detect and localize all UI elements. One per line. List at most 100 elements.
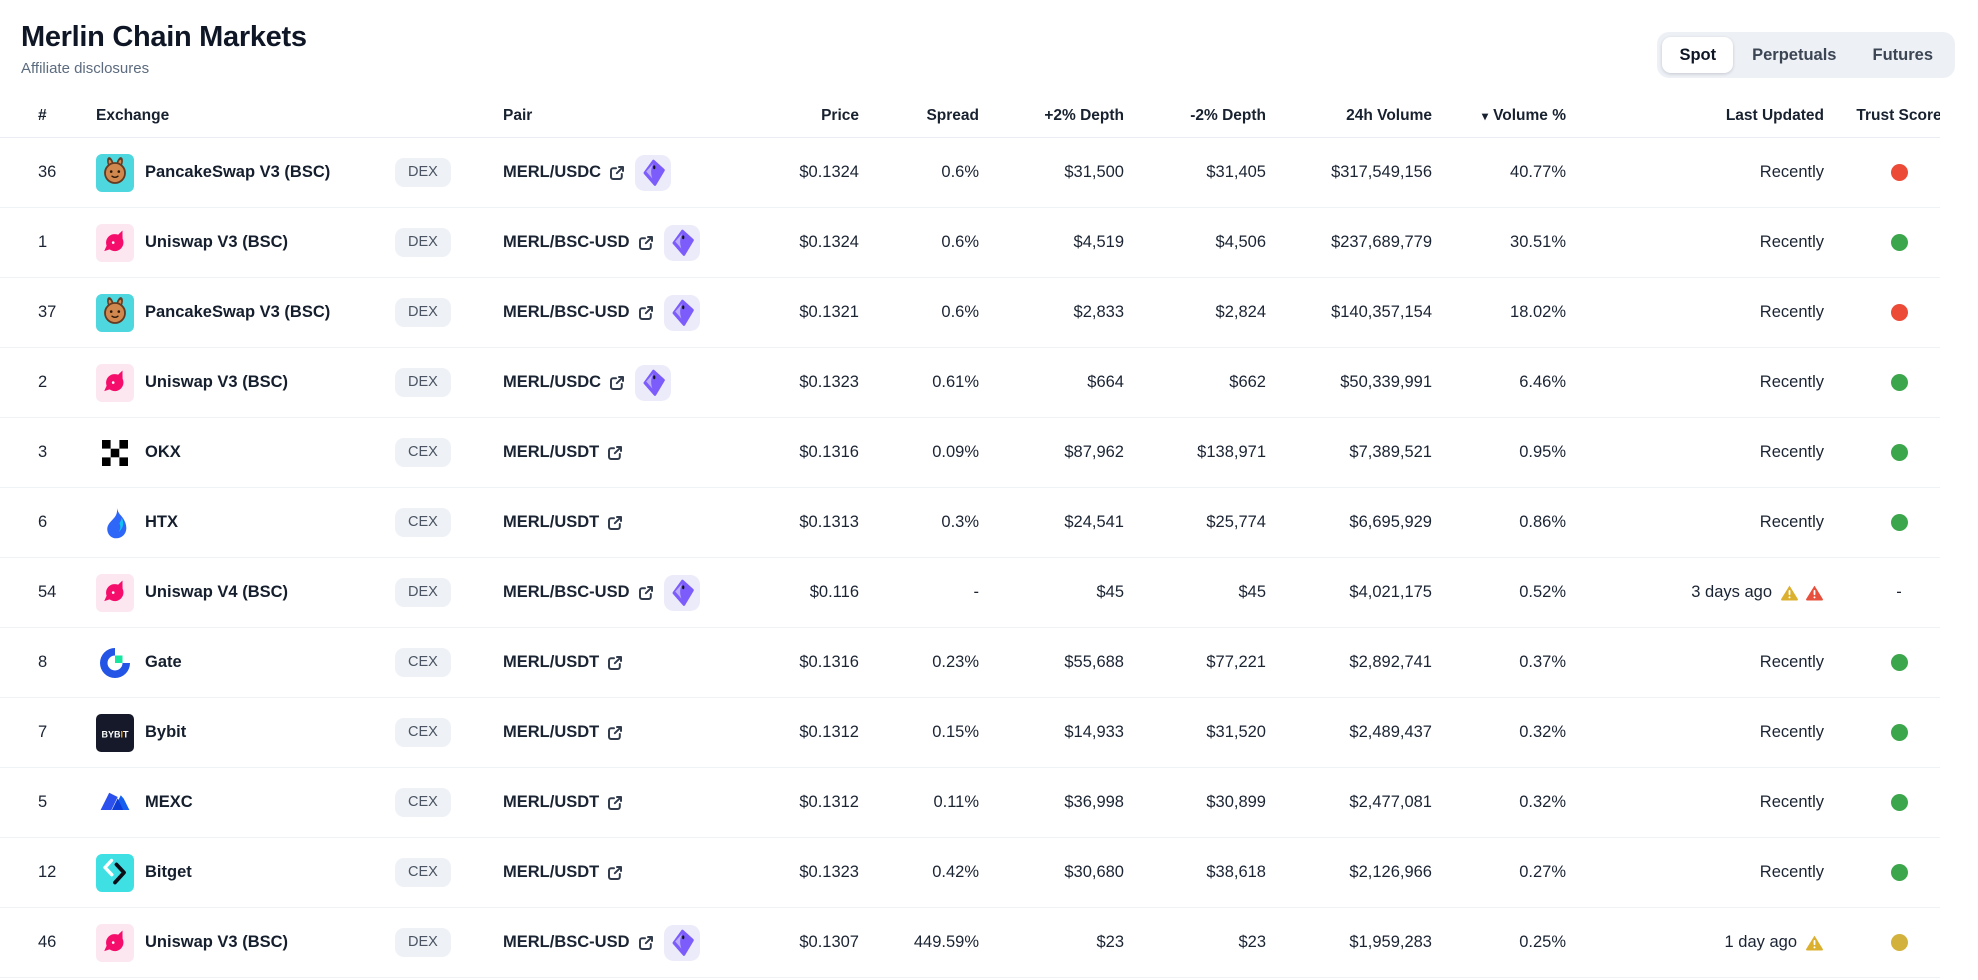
depth-minus-value: $77,221: [1206, 653, 1266, 671]
volume-value: $6,695,929: [1349, 513, 1432, 531]
exchange-type-badge: DEX: [395, 158, 451, 187]
col-spread[interactable]: Spread: [926, 106, 979, 124]
exchange-name[interactable]: Bybit: [145, 723, 187, 741]
tab-perpetuals[interactable]: Perpetuals: [1735, 37, 1853, 73]
volume-pct-value: 0.32%: [1519, 723, 1566, 741]
depth-plus-value: $36,998: [1064, 793, 1124, 811]
exchange-name[interactable]: Gate: [145, 653, 182, 671]
geckoterminal-icon[interactable]: [635, 154, 672, 191]
pair-link[interactable]: MERL/USDT: [503, 513, 624, 532]
exchange-type-cell: DEX: [395, 578, 503, 607]
depth-plus-value: $30,680: [1064, 863, 1124, 881]
pair-link[interactable]: MERL/USDT: [503, 863, 624, 882]
pair-cell: MERL/USDT: [503, 513, 750, 532]
exchange-name[interactable]: Uniswap V3 (BSC): [145, 233, 289, 251]
price-value: $0.116: [809, 583, 859, 601]
geckoterminal-icon[interactable]: [663, 574, 700, 611]
spread-value: 0.6%: [941, 163, 979, 181]
col-exchange[interactable]: Exchange: [96, 106, 170, 124]
exchange-name[interactable]: Uniswap V3 (BSC): [145, 373, 289, 391]
updated-cell: Recently: [1566, 653, 1824, 672]
col-trust-score[interactable]: Trust Score: [1856, 106, 1940, 124]
col-pair[interactable]: Pair: [503, 106, 533, 124]
market-rank: 5: [38, 793, 48, 811]
external-link-icon: [606, 444, 624, 462]
geckoterminal-icon[interactable]: [663, 924, 700, 961]
updated-label: Recently: [1759, 863, 1824, 881]
exchange-type-cell: CEX: [395, 788, 503, 817]
market-rank: 7: [38, 723, 48, 741]
sort-desc-icon: ▾: [1482, 108, 1489, 123]
warning-red-icon: [1806, 585, 1823, 601]
trust-score-indicator: [1890, 514, 1908, 531]
exchange-name[interactable]: PancakeSwap V3 (BSC): [145, 303, 331, 321]
pair-link[interactable]: MERL/USDT: [503, 793, 624, 812]
volume-pct-value: 0.27%: [1519, 863, 1566, 881]
col-depth-minus[interactable]: -2% Depth: [1190, 106, 1266, 124]
pair-link[interactable]: MERL/BSC-USD: [503, 933, 655, 952]
col-24h-volume[interactable]: 24h Volume: [1346, 106, 1432, 124]
pair-link[interactable]: MERL/BSC-USD: [503, 233, 655, 252]
exchange-type-badge: CEX: [395, 508, 451, 537]
spread-value: 0.15%: [932, 723, 979, 741]
price-value: $0.1323: [799, 863, 859, 881]
trust-score-indicator: [1890, 934, 1908, 951]
exchange-logo-icon: [96, 434, 134, 472]
pair-link[interactable]: MERL/USDT: [503, 443, 624, 462]
price-value: $0.1316: [799, 653, 859, 671]
col-depth-plus[interactable]: +2% Depth: [1044, 106, 1124, 124]
price-value: $0.1312: [799, 723, 859, 741]
col-last-updated[interactable]: Last Updated: [1725, 106, 1824, 124]
trust-cell: [1824, 724, 1940, 741]
pair-link[interactable]: MERL/USDC: [503, 373, 626, 392]
exchange-name[interactable]: OKX: [145, 443, 181, 461]
geckoterminal-icon[interactable]: [663, 224, 700, 261]
exchange-name[interactable]: Uniswap V3 (BSC): [145, 933, 289, 951]
price-value: $0.1324: [799, 233, 859, 251]
volume-pct-value: 40.77%: [1510, 163, 1566, 181]
pair-link[interactable]: MERL/USDT: [503, 723, 624, 742]
pair-label: MERL/BSC-USD: [503, 233, 630, 251]
exchange-cell: Uniswap V3 (BSC): [96, 223, 395, 262]
volume-pct-value: 0.32%: [1519, 793, 1566, 811]
col-price[interactable]: Price: [821, 106, 859, 124]
exchange-cell: BYBIT Bybit: [96, 713, 395, 752]
exchange-logo-icon: [96, 853, 134, 892]
updated-cell: Recently: [1566, 233, 1824, 252]
table-header-row: # Exchange Pair Price Spread +2% Depth -…: [0, 94, 1940, 138]
pair-label: MERL/USDC: [503, 163, 602, 181]
external-link-icon: [606, 514, 624, 532]
exchange-name[interactable]: Bitget: [145, 863, 192, 881]
pair-link[interactable]: MERL/USDC: [503, 163, 626, 182]
volume-value: $237,689,779: [1331, 233, 1432, 251]
exchange-logo-icon: BYBIT: [96, 713, 134, 752]
exchange-logo-icon: [96, 784, 134, 822]
depth-minus-value: $31,405: [1206, 163, 1266, 181]
external-link-icon: [608, 164, 626, 182]
exchange-name[interactable]: Uniswap V4 (BSC): [145, 583, 289, 601]
exchange-type-cell: CEX: [395, 718, 503, 747]
pair-link[interactable]: MERL/USDT: [503, 653, 624, 672]
exchange-type-cell: DEX: [395, 158, 503, 187]
exchange-name[interactable]: MEXC: [145, 793, 193, 811]
depth-plus-value: $87,962: [1064, 443, 1124, 461]
exchange-name[interactable]: HTX: [145, 513, 178, 531]
affiliate-disclosures-link[interactable]: Affiliate disclosures: [21, 60, 150, 77]
depth-plus-value: $14,933: [1064, 723, 1124, 741]
pair-link[interactable]: MERL/BSC-USD: [503, 583, 655, 602]
pair-link[interactable]: MERL/BSC-USD: [503, 303, 655, 322]
col-volume-pct[interactable]: ▾ Volume %: [1432, 107, 1566, 125]
spread-value: 0.09%: [932, 443, 979, 461]
exchange-logo-icon: [96, 293, 134, 332]
tab-spot[interactable]: Spot: [1662, 37, 1734, 73]
tab-futures[interactable]: Futures: [1855, 37, 1950, 73]
spread-value: 0.6%: [941, 233, 979, 251]
exchange-name[interactable]: PancakeSwap V3 (BSC): [145, 163, 331, 181]
volume-pct-value: 0.95%: [1519, 443, 1566, 461]
col-rank[interactable]: #: [38, 106, 47, 124]
exchange-cell: Uniswap V3 (BSC): [96, 363, 395, 402]
geckoterminal-icon[interactable]: [635, 364, 672, 401]
geckoterminal-icon[interactable]: [663, 294, 700, 331]
exchange-type-badge: CEX: [395, 858, 451, 887]
depth-minus-value: $662: [1229, 373, 1266, 391]
